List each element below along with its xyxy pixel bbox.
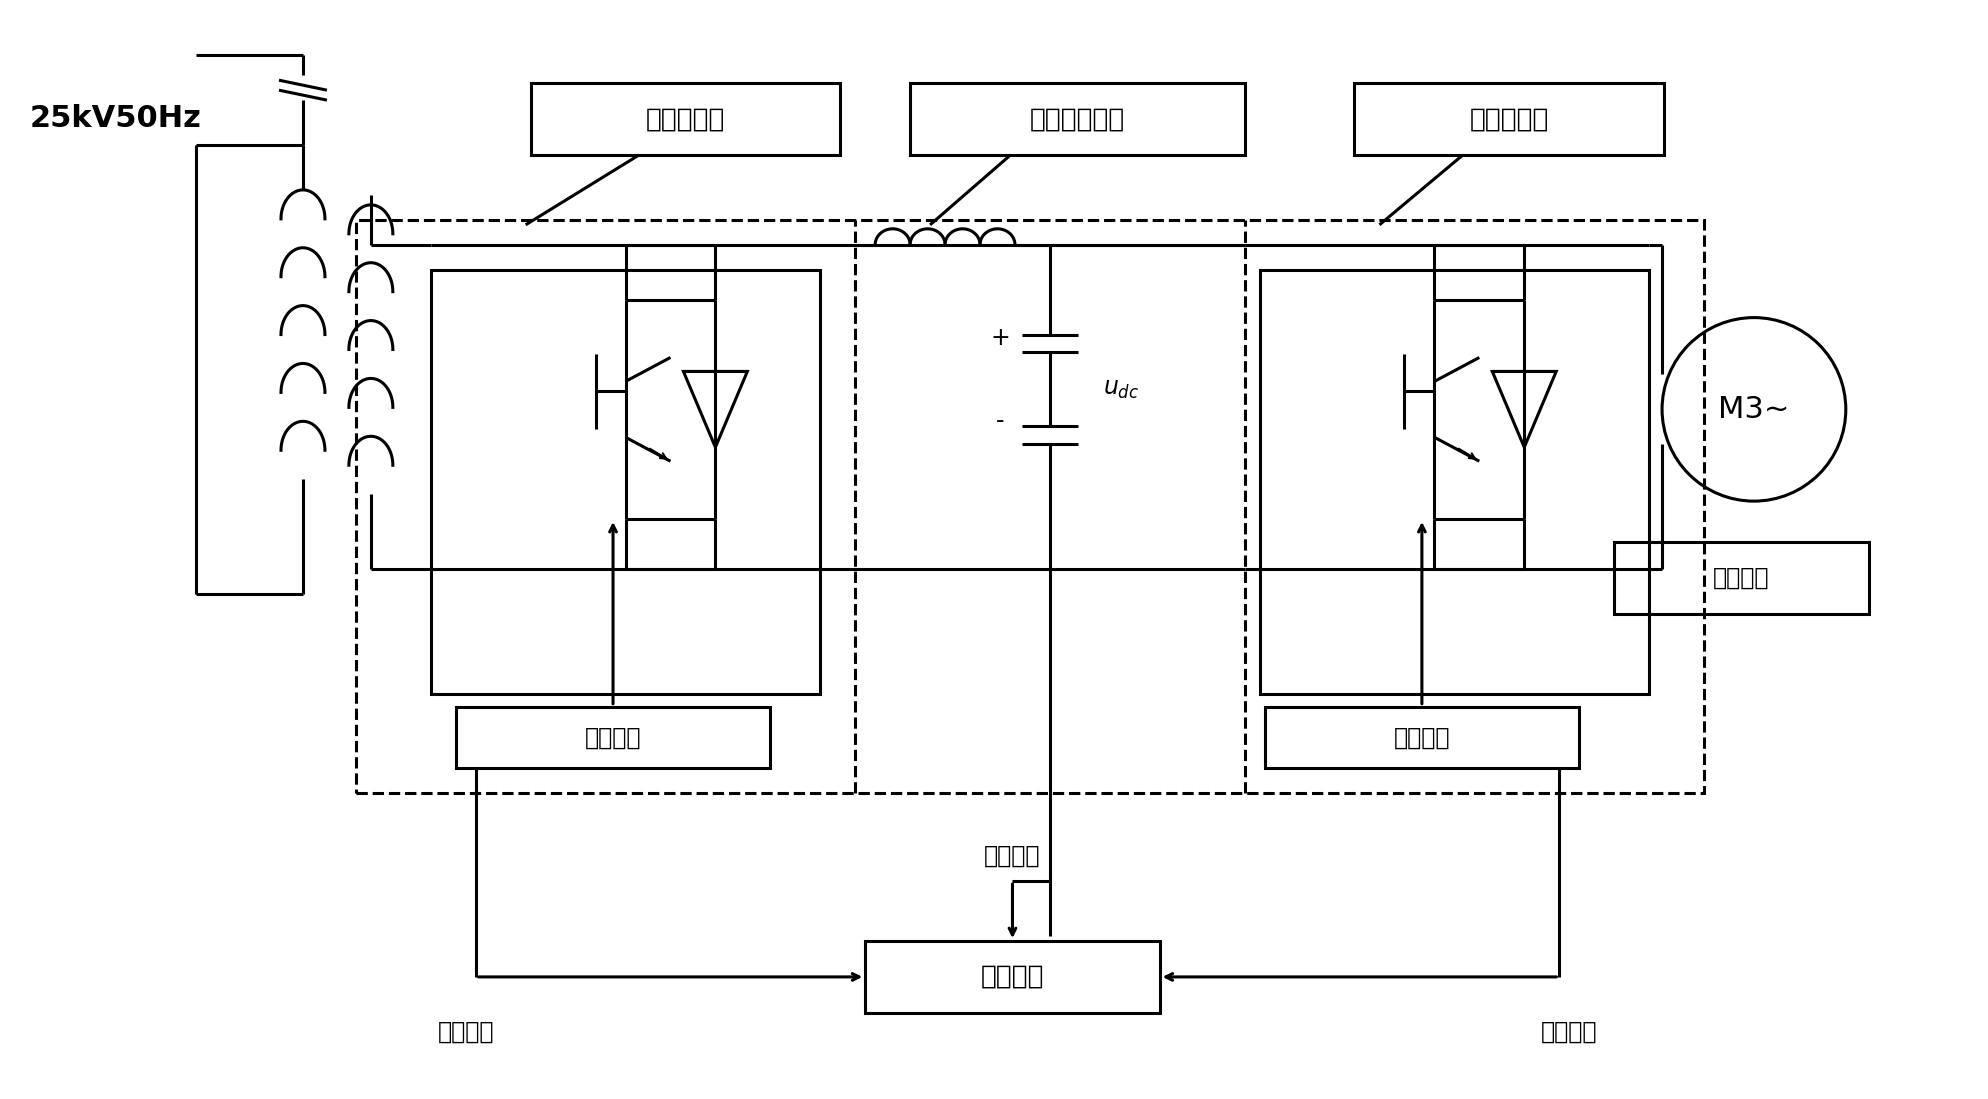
Text: $u_{dc}$: $u_{dc}$ bbox=[1103, 377, 1139, 401]
Text: 反馈信号: 反馈信号 bbox=[437, 1020, 493, 1044]
Text: 触发脉冲: 触发脉冲 bbox=[584, 725, 642, 750]
Text: 牵引电机: 牵引电机 bbox=[1714, 566, 1769, 590]
Text: 脉冲整流器: 脉冲整流器 bbox=[646, 107, 726, 132]
Text: +: + bbox=[990, 325, 1010, 349]
Text: 触发脉冲: 触发脉冲 bbox=[1394, 725, 1449, 750]
Text: 反馈信号: 反馈信号 bbox=[1541, 1020, 1598, 1044]
Text: M3~: M3~ bbox=[1718, 395, 1789, 424]
Text: 中间直流环节: 中间直流环节 bbox=[1030, 107, 1125, 132]
Text: 控制单元: 控制单元 bbox=[980, 964, 1044, 990]
Text: 反馈信号: 反馈信号 bbox=[984, 844, 1042, 868]
Text: -: - bbox=[996, 409, 1004, 433]
Text: 25kV50Hz: 25kV50Hz bbox=[30, 103, 201, 133]
Text: 牵引逆变器: 牵引逆变器 bbox=[1469, 107, 1549, 132]
